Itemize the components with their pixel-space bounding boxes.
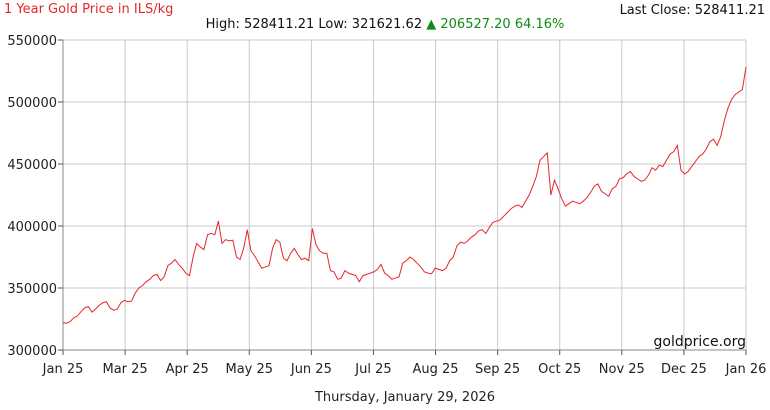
- y-tick-label: 300000: [7, 344, 57, 359]
- change-label: 206527.20 64.16%: [440, 17, 565, 32]
- x-tick-label: Sep 25: [475, 362, 520, 377]
- high-low-label: High: 528411.21 Low: 321621.62: [205, 17, 423, 32]
- y-tick-label: 450000: [7, 158, 57, 173]
- x-tick-label: Apr 25: [166, 362, 209, 377]
- y-tick-label: 500000: [7, 96, 57, 111]
- chart-title: 1 Year Gold Price in ILS/kg: [4, 2, 174, 17]
- x-tick-label: May 25: [225, 362, 273, 377]
- stats-line: High: 528411.21 Low: 321621.62 ▲ 206527.…: [0, 17, 770, 32]
- y-tick-label: 550000: [7, 34, 57, 49]
- last-close-label: Last Close: 528411.21: [619, 3, 765, 18]
- x-tick-label: Jan 26: [725, 362, 767, 377]
- x-tick-label: Mar 25: [102, 362, 147, 377]
- grid-lines: [62, 39, 747, 351]
- y-axis-ticks: 300000 350000 400000 450000 500000 550000: [7, 34, 63, 359]
- up-arrow-icon: ▲: [426, 17, 437, 32]
- y-tick-label: 350000: [7, 282, 57, 297]
- x-tick-label: Dec 25: [661, 362, 707, 377]
- x-tick-label: Jan 25: [42, 362, 84, 377]
- date-footer: Thursday, January 29, 2026: [314, 390, 496, 405]
- x-tick-label: Oct 25: [538, 362, 581, 377]
- x-tick-label: Jul 25: [354, 362, 391, 377]
- x-tick-label: Jun 25: [290, 362, 332, 377]
- x-tick-label: Aug 25: [413, 362, 459, 377]
- price-series-line: [62, 66, 747, 324]
- x-tick-label: Nov 25: [599, 362, 645, 377]
- x-axis-ticks: Jan 25 Mar 25 Apr 25 May 25 Jun 25 Jul 25 Aug …: [42, 350, 767, 377]
- watermark-label: goldprice.org: [654, 334, 746, 350]
- y-tick-label: 400000: [7, 220, 57, 235]
